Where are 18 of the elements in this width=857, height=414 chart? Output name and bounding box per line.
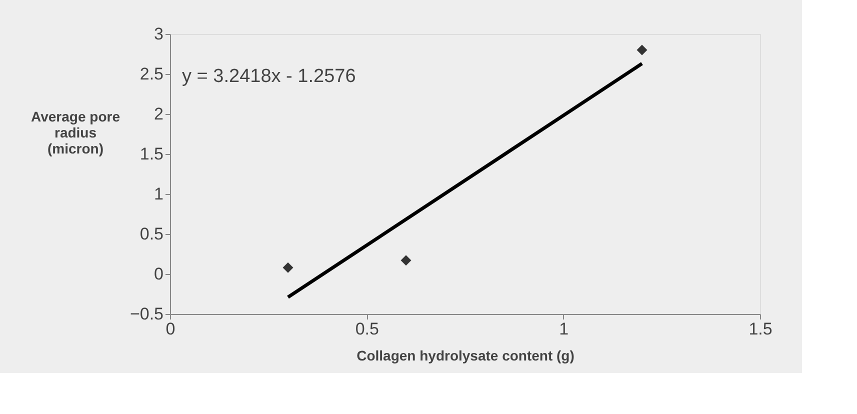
point — [636, 44, 648, 56]
y-tick-label: −0.5 — [130, 304, 164, 324]
point — [400, 255, 412, 266]
y-tick-label: 1.5 — [140, 144, 164, 164]
y-tick-label: 3 — [154, 24, 164, 44]
x-tick-label: 1.5 — [748, 320, 772, 338]
y-tick-label: 0.5 — [140, 224, 164, 244]
x-axis-title: Collagen hydrolysate content (g) — [356, 348, 574, 364]
y-tick-label: 1 — [154, 184, 164, 204]
annotation: y = 3.2418x - 1.2576 — [182, 66, 356, 87]
y-tick-label: 2 — [154, 104, 164, 124]
point — [282, 262, 294, 273]
x-tick-label: 0 — [166, 320, 176, 338]
y-axis-title: Average pore radius (micron) — [31, 108, 120, 156]
x-tick-label: 1 — [559, 320, 569, 338]
y-tick-label: 0 — [154, 264, 164, 284]
x-tick-label: 0.5 — [355, 320, 379, 338]
y-tick-label: 2.5 — [140, 64, 164, 84]
